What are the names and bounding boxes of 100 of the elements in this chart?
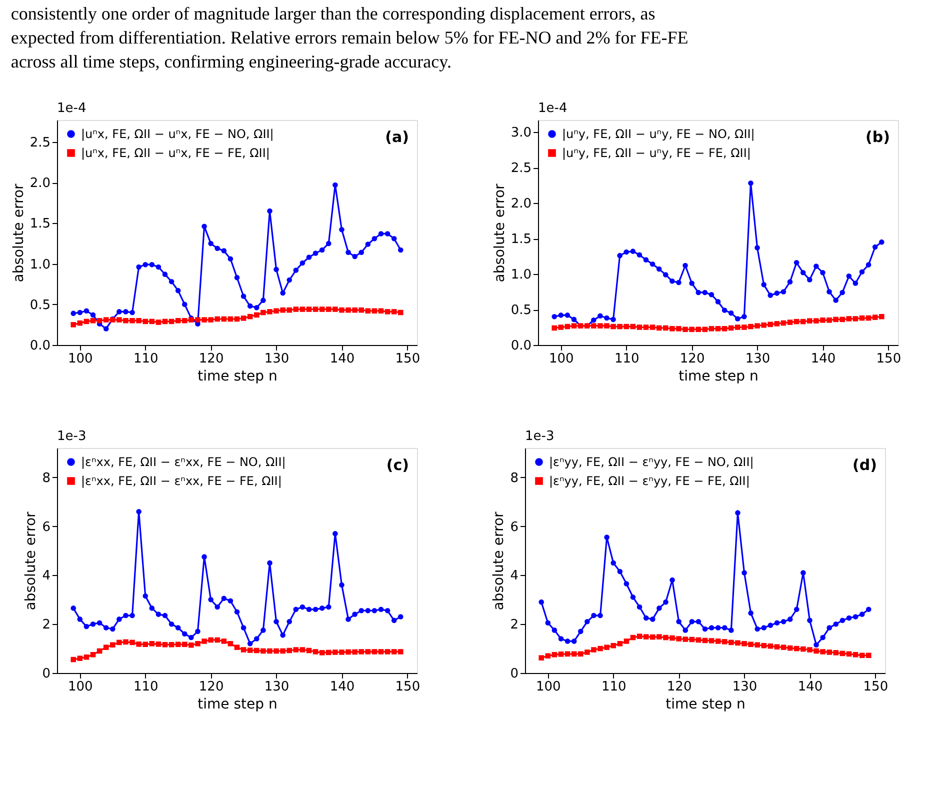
point (228, 256, 234, 262)
legend-label: |uⁿx, FE, ΩII − uⁿx, FE − NO, ΩII| (81, 127, 274, 141)
point (312, 250, 318, 256)
point (728, 640, 734, 646)
point (162, 612, 168, 618)
point (365, 608, 371, 614)
point (378, 231, 384, 236)
point (312, 606, 318, 612)
point (820, 318, 826, 323)
point (590, 323, 596, 328)
point (742, 314, 747, 320)
point (800, 270, 806, 276)
y-tick-label: 2.5 (30, 135, 50, 150)
point (545, 620, 551, 626)
point (84, 624, 90, 630)
point (130, 310, 135, 316)
y-axis-title: absolute error (10, 183, 27, 282)
point (103, 644, 109, 650)
point (142, 318, 148, 324)
point (156, 264, 162, 270)
point (558, 312, 564, 318)
point (774, 321, 780, 326)
point (538, 599, 544, 605)
point (761, 322, 766, 328)
point (326, 306, 332, 312)
point (195, 628, 200, 634)
x-tick-label: 100 (536, 680, 561, 694)
point (708, 638, 714, 644)
point (90, 312, 96, 318)
point (840, 618, 846, 624)
point (175, 318, 181, 324)
point (552, 652, 558, 658)
point (558, 324, 564, 330)
point (715, 326, 721, 332)
point (90, 652, 96, 658)
x-tick-label: 110 (133, 352, 158, 366)
point (591, 647, 596, 652)
y-tick-label: 0.0 (510, 338, 532, 354)
point (228, 641, 234, 646)
x-tick-label: 130 (745, 352, 770, 366)
point (728, 310, 734, 316)
point (384, 608, 390, 614)
point (754, 642, 760, 648)
point (77, 310, 83, 316)
y-tick-label: 2.5 (510, 161, 532, 176)
point (378, 606, 384, 612)
point (274, 266, 279, 272)
point (748, 610, 754, 616)
y-tick-label: 1.0 (30, 257, 50, 272)
point (636, 324, 642, 330)
point (280, 307, 286, 313)
point (267, 560, 272, 566)
point (149, 641, 155, 646)
point (168, 621, 174, 627)
point (202, 554, 207, 560)
point (636, 604, 642, 610)
point (103, 326, 109, 332)
point (610, 316, 616, 322)
y-tick-label: 8 (42, 470, 50, 486)
point (807, 647, 812, 652)
y-tick-label: 6 (510, 520, 518, 535)
point (136, 641, 142, 647)
point (240, 294, 246, 299)
point (188, 642, 194, 648)
point (254, 312, 260, 318)
point (689, 619, 695, 624)
point (826, 289, 832, 294)
point (598, 646, 603, 652)
point (617, 641, 623, 646)
point (814, 642, 819, 648)
point (833, 621, 839, 627)
x-tick-label: 100 (548, 352, 574, 366)
point (833, 298, 838, 303)
x-tick-label: 120 (680, 352, 705, 366)
point (208, 240, 214, 246)
point (384, 231, 390, 236)
point (708, 292, 714, 298)
point (70, 656, 76, 662)
point (676, 280, 682, 286)
point (339, 307, 344, 313)
point (195, 641, 200, 646)
point (103, 317, 109, 322)
x-axis-title: time step n (678, 368, 758, 384)
point (826, 625, 832, 630)
point (110, 642, 116, 648)
point (617, 568, 623, 574)
point (70, 322, 76, 328)
point (590, 318, 596, 323)
point (650, 261, 656, 267)
point (696, 619, 702, 624)
y-axis-title: absolute error (491, 511, 508, 610)
point (77, 656, 83, 661)
point (365, 649, 371, 654)
point (774, 620, 780, 626)
point (247, 641, 253, 646)
point (768, 622, 774, 628)
x-axis-title: time step n (666, 696, 746, 712)
point (742, 570, 747, 576)
point (142, 262, 148, 268)
point (286, 619, 292, 624)
